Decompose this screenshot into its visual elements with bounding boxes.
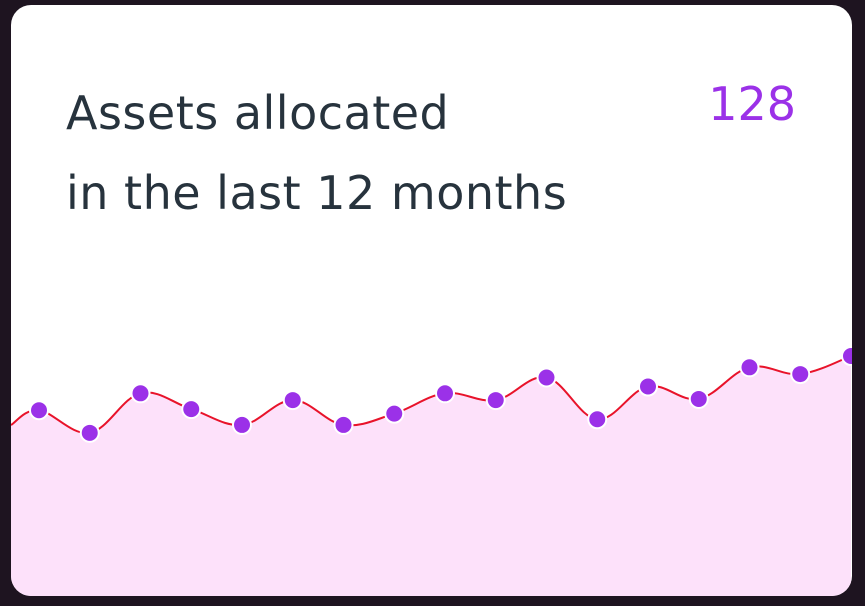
chart-point-15[interactable] xyxy=(739,357,760,378)
chart-point-13[interactable] xyxy=(638,376,658,397)
chart-point-16[interactable] xyxy=(790,364,811,385)
asset-card: Assets allocated in the last 12 months 1… xyxy=(11,5,852,596)
chart-point-7[interactable] xyxy=(333,414,354,435)
chart-point-11[interactable] xyxy=(536,367,557,388)
asset-count: 128 xyxy=(708,77,796,131)
chart-area-fill xyxy=(11,356,851,596)
chart-point-9[interactable] xyxy=(435,383,455,404)
chart-point-4[interactable] xyxy=(181,399,202,420)
title-line-1: Assets allocated xyxy=(66,86,450,140)
title-line-2: in the last 12 months xyxy=(66,166,568,220)
chart-point-1[interactable] xyxy=(29,400,49,421)
chart-point-17[interactable] xyxy=(841,346,852,366)
card-title: Assets allocated in the last 12 months xyxy=(66,73,666,233)
chart-point-5[interactable] xyxy=(232,414,252,435)
chart-point-8[interactable] xyxy=(384,403,405,424)
chart-point-6[interactable] xyxy=(282,390,303,411)
chart-point-12[interactable] xyxy=(587,409,608,430)
chart-point-2[interactable] xyxy=(79,422,100,443)
chart-point-3[interactable] xyxy=(130,383,151,404)
chart-point-14[interactable] xyxy=(688,388,709,409)
area-chart xyxy=(11,346,852,596)
chart-point-10[interactable] xyxy=(485,390,506,411)
